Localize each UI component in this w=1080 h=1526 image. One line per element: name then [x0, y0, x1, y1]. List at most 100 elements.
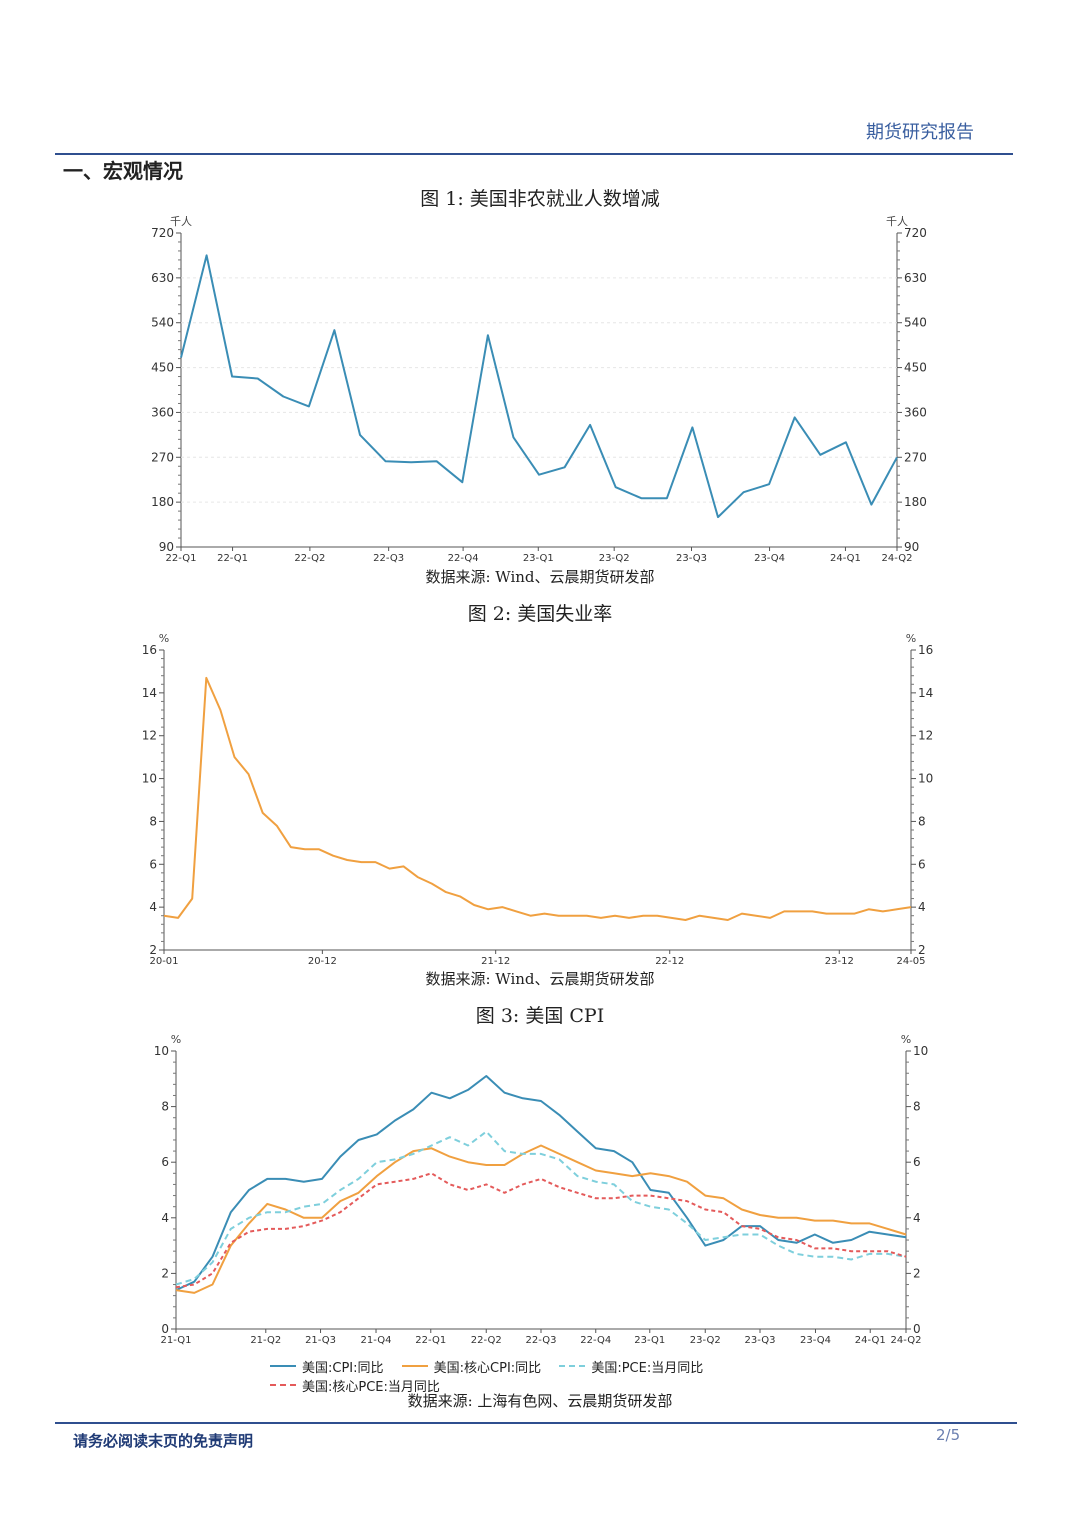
x-tick-label: 22-Q2: [471, 1335, 502, 1346]
x-tick-label: 21-Q3: [305, 1335, 336, 1346]
figure-1-title: 图 1: 美国非农就业人数增减: [420, 188, 660, 210]
footer-divider: [55, 1422, 1017, 1424]
x-tick-label: 21-Q1: [161, 1335, 192, 1346]
x-tick-label: 23-Q4: [754, 553, 785, 564]
y-tick-label-left: 12: [142, 729, 157, 743]
y-tick-label-left: 450: [151, 361, 174, 375]
y-tick-label-right: 8: [918, 814, 926, 828]
x-tick-label: 21-Q4: [361, 1335, 392, 1346]
header-divider: [55, 153, 1013, 155]
x-tick-label: 22-Q3: [526, 1335, 557, 1346]
chart-us-cpi: % % 0 0 2 2 4 4 6 6 8 8 10 10 21-Q1 21-Q2 21-Q3 21-Q4 22-Q…: [154, 1033, 929, 1346]
series-line-0: [180, 254, 898, 519]
figure-2-source: 数据来源: Wind、云晨期货研发部: [425, 970, 655, 988]
figure-3-source: 数据来源: 上海有色网、云晨期货研发部: [407, 1392, 673, 1410]
x-tick-label: 24-Q2: [882, 553, 913, 564]
x-tick-label: 21-12: [481, 956, 510, 967]
x-tick-label: 24-Q1: [855, 1335, 886, 1346]
y-tick-label-right: 4: [913, 1211, 921, 1225]
unit-label-right: %: [906, 632, 916, 645]
y-tick-label-left: 16: [142, 643, 157, 657]
x-tick-label: 23-Q4: [800, 1335, 831, 1346]
y-tick-label-right: 720: [904, 226, 927, 240]
unit-label-left: %: [159, 632, 169, 645]
y-tick-label-right: 270: [904, 450, 927, 464]
legend-item-cpi: 美国:CPI:同比: [270, 1357, 384, 1376]
y-tick-label-left: 2: [149, 943, 157, 957]
unit-label-right: %: [901, 1033, 911, 1046]
x-tick-label: 23-Q1: [634, 1335, 665, 1346]
report-type-label: 期货研究报告: [866, 122, 974, 143]
section-title: 一、宏观情况: [63, 159, 183, 183]
x-tick-label: 24-Q1: [830, 553, 861, 564]
y-tick-label-right: 10: [913, 1044, 928, 1058]
x-tick-label: 22-Q2: [294, 553, 325, 564]
x-tick-label: 24-05: [896, 956, 925, 967]
x-tick-label: 22-Q4: [448, 553, 479, 564]
y-tick-label-right: 540: [904, 316, 927, 330]
x-tick-label: 23-Q2: [599, 553, 630, 564]
legend-item-core-pce: 美国:核心PCE:当月同比: [270, 1376, 440, 1395]
x-tick-label: 22-Q1: [217, 553, 248, 564]
chart-unemployment-rate: % % 2 2 4 4 6 6 8 8 10 10 12 12 14 14 16 16 20-01 20-12 21-1…: [142, 632, 934, 967]
figure-2-title: 图 2: 美国失业率: [467, 603, 613, 625]
y-tick-label-left: 8: [161, 1100, 169, 1114]
x-tick-label: 20-12: [308, 956, 337, 967]
legend-item-core-cpi: 美国:核心CPI:同比: [401, 1357, 541, 1376]
y-tick-label-right: 16: [918, 643, 933, 657]
y-tick-label-left: 180: [151, 495, 174, 509]
y-tick-label-right: 10: [918, 772, 933, 786]
y-tick-label-right: 2: [913, 1266, 921, 1280]
series-line-1: [175, 1144, 907, 1294]
y-tick-label-left: 2: [161, 1266, 169, 1280]
y-tick-label-left: 360: [151, 405, 174, 419]
x-tick-label: 23-Q2: [690, 1335, 721, 1346]
y-tick-label-right: 90: [904, 540, 919, 554]
x-tick-label: 22-Q3: [373, 553, 404, 564]
y-tick-label-left: 8: [149, 814, 157, 828]
x-tick-label: 23-Q1: [523, 553, 554, 564]
unit-label-left: %: [171, 1033, 181, 1046]
y-tick-label-left: 6: [149, 857, 157, 871]
x-tick-label: 23-Q3: [676, 553, 707, 564]
x-tick-label: 22-12: [655, 956, 684, 967]
series-line-3: [175, 1172, 907, 1289]
x-tick-label: 23-12: [825, 956, 854, 967]
unit-label-left: 千人: [170, 215, 192, 228]
y-tick-label-left: 540: [151, 316, 174, 330]
y-tick-label-right: 360: [904, 405, 927, 419]
y-tick-label-left: 90: [159, 540, 174, 554]
y-tick-label-right: 0: [913, 1322, 921, 1336]
y-tick-label-left: 630: [151, 271, 174, 285]
figure-3-title: 图 3: 美国 CPI: [475, 1005, 605, 1027]
y-tick-label-left: 6: [161, 1155, 169, 1169]
y-tick-label-left: 720: [151, 226, 174, 240]
x-tick-label: 22-Q1: [415, 1335, 446, 1346]
y-tick-label-left: 0: [161, 1322, 169, 1336]
y-tick-label-left: 4: [161, 1211, 169, 1225]
y-tick-label-right: 8: [913, 1100, 921, 1114]
y-tick-label-right: 180: [904, 495, 927, 509]
y-tick-label-left: 270: [151, 450, 174, 464]
legend-item-pce: 美国:PCE:当月同比: [559, 1357, 703, 1376]
figure-1-source: 数据来源: Wind、云晨期货研发部: [425, 568, 655, 586]
y-tick-label-right: 630: [904, 271, 927, 285]
y-tick-label-right: 14: [918, 686, 933, 700]
y-tick-label-left: 10: [142, 772, 157, 786]
y-tick-label-left: 10: [154, 1044, 169, 1058]
y-tick-label-left: 4: [149, 900, 157, 914]
y-tick-label-right: 450: [904, 361, 927, 375]
unit-label-right: 千人: [886, 215, 908, 228]
y-tick-label-right: 2: [918, 943, 926, 957]
y-tick-label-right: 6: [918, 857, 926, 871]
series-line-0: [175, 1075, 907, 1292]
x-tick-label: 20-01: [149, 956, 178, 967]
x-tick-label: 21-Q2: [250, 1335, 281, 1346]
page-number: 2/5: [936, 1426, 961, 1444]
x-tick-label: 23-Q3: [745, 1335, 776, 1346]
y-tick-label-left: 14: [142, 686, 157, 700]
x-tick-label: 24-Q2: [891, 1335, 922, 1346]
disclaimer-link[interactable]: 请务必阅读末页的免责声明: [73, 1432, 254, 1450]
y-tick-label-right: 6: [913, 1155, 921, 1169]
chart-nonfarm-payrolls: 千人 千人 90 90 180 180 270 270 360 360 450 450 540 540 63…: [151, 215, 927, 564]
